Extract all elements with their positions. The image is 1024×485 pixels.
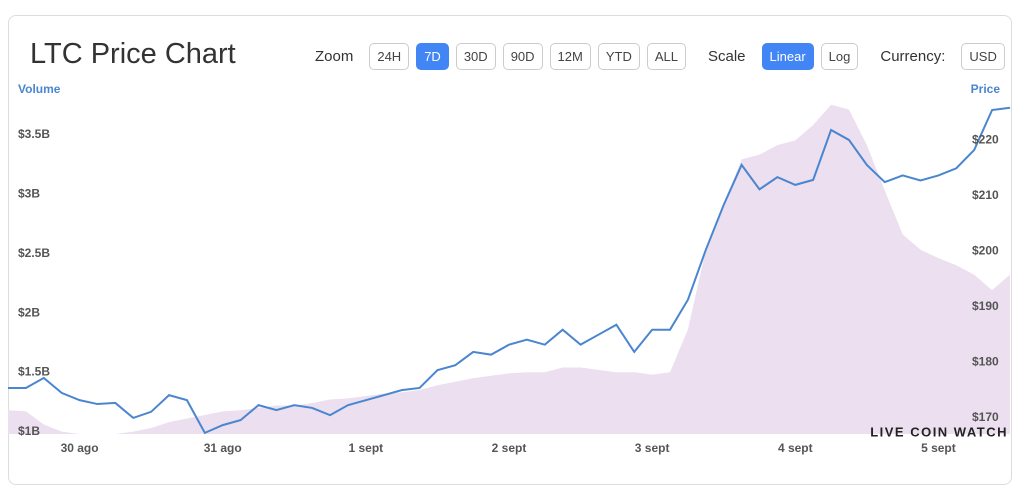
zoom-button[interactable]: YTD bbox=[597, 43, 640, 70]
y2-axis-title: Price bbox=[971, 82, 1001, 96]
zoom-button[interactable]: 12M bbox=[549, 43, 591, 70]
y2-tick-label: $220 bbox=[972, 133, 999, 147]
currency-button[interactable]: USD bbox=[961, 43, 1005, 70]
x-tick-label: 30 ago bbox=[61, 441, 99, 455]
y-tick-label: $2B bbox=[18, 305, 40, 319]
y-tick-label: $1.5B bbox=[18, 365, 50, 379]
page: LTC Price Chart Zoom 24H 7D 30D 90D 12M YTD ALL… bbox=[8, 15, 1024, 485]
zoom-label: Zoom bbox=[315, 48, 354, 65]
y-tick-label: $2.5B bbox=[18, 246, 50, 260]
chart: $1B $1.5B $2B $2.5B $3B $3.5B $170 $180 $190 $200… bbox=[8, 82, 1011, 455]
chart-title: LTC Price Chart bbox=[30, 38, 236, 70]
y2-tick-label: $200 bbox=[972, 244, 999, 258]
scale-group: Linear Log bbox=[761, 43, 859, 70]
zoom-button[interactable]: 30D bbox=[455, 43, 496, 70]
price-line bbox=[8, 106, 1011, 435]
watermark: LIVE COIN WATCH bbox=[870, 424, 1008, 439]
zoom-button[interactable]: 24H bbox=[369, 43, 410, 70]
x-tick-label: 4 sept bbox=[778, 441, 813, 455]
x-tick-label: 31 ago bbox=[204, 441, 242, 455]
y-tick-label: $1B bbox=[18, 424, 40, 438]
y-tick-label: $3B bbox=[18, 186, 40, 200]
y-axis-title: Volume bbox=[18, 82, 61, 96]
y2-tick-label: $190 bbox=[972, 299, 999, 313]
zoom-button[interactable]: ALL bbox=[646, 43, 686, 70]
y2-tick-label: $210 bbox=[972, 188, 999, 202]
zoom-group: 24H 7D 30D 90D 12M YTD ALL bbox=[369, 43, 686, 70]
volume-area bbox=[8, 104, 1010, 434]
x-tick-label: 1 sept bbox=[349, 441, 384, 455]
zoom-button[interactable]: 7D bbox=[416, 43, 449, 70]
x-tick-label: 5 sept bbox=[921, 441, 956, 455]
x-tick-label: 2 sept bbox=[492, 441, 527, 455]
scale-label: Scale bbox=[707, 48, 746, 65]
x-tick-label: 3 sept bbox=[635, 441, 670, 455]
zoom-button[interactable]: 90D bbox=[502, 43, 543, 70]
toolbar: Zoom 24H 7D 30D 90D 12M YTD ALL Scale Linear Log Cu… bbox=[315, 43, 1024, 70]
y-tick-label: $3.5B bbox=[18, 127, 50, 141]
currency-group: USD bbox=[961, 43, 1005, 70]
y2-tick-label: $180 bbox=[972, 355, 999, 369]
currency-label: Currency: bbox=[880, 48, 946, 65]
y2-tick-label: $170 bbox=[972, 410, 999, 424]
scale-button[interactable]: Linear bbox=[761, 43, 814, 70]
scale-button[interactable]: Log bbox=[820, 43, 859, 70]
